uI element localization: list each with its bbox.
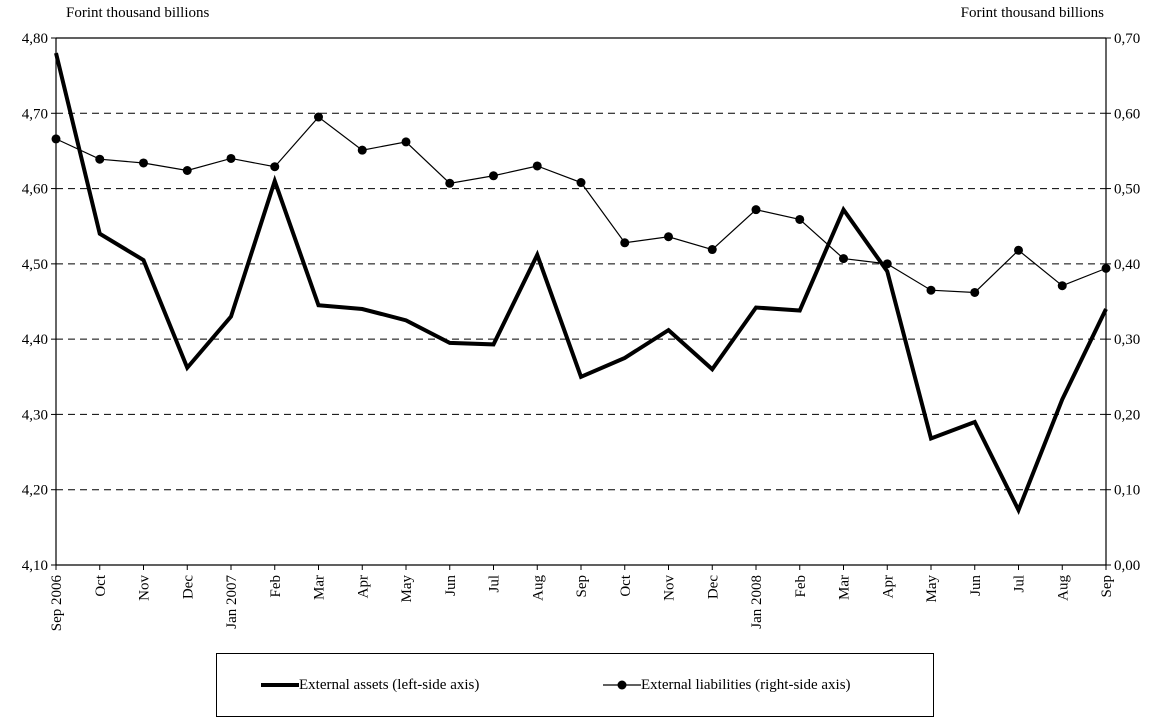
- series-line-external-liabilities: [55, 116, 1107, 294]
- data-point-external-liabilities: [751, 205, 761, 215]
- left-axis-tick-label: 4,80: [22, 31, 48, 47]
- data-point-external-liabilities: [1014, 245, 1023, 255]
- x-axis-tick-label: Mar: [837, 575, 853, 600]
- data-point-external-liabilities: [357, 145, 367, 155]
- legend-symbol-thick-line: [261, 683, 299, 687]
- x-axis-tick-label: Apr: [880, 575, 896, 598]
- left-axis-tick-label: 4,40: [22, 332, 48, 348]
- data-point-external-liabilities: [95, 154, 105, 164]
- data-point-external-liabilities: [314, 112, 323, 122]
- x-axis-tick-label: Mar: [312, 575, 328, 600]
- data-point-external-liabilities: [445, 178, 455, 188]
- x-axis-tick-label: Jul: [487, 575, 503, 593]
- x-axis-tick-label: Jun: [443, 575, 459, 596]
- x-axis-tick-label: Jul: [1012, 575, 1028, 593]
- data-point-external-liabilities: [839, 254, 848, 264]
- x-axis-tick-label: Feb: [793, 575, 809, 598]
- x-axis-tick-label: Apr: [355, 575, 371, 598]
- x-axis-tick-label: Dec: [705, 575, 721, 599]
- x-axis-tick-label: Aug: [1055, 575, 1071, 601]
- right-axis-unit: Forint thousand billions: [960, 5, 1104, 21]
- right-axis-tick-label: 0,00: [1114, 558, 1140, 574]
- data-point-external-liabilities: [882, 259, 892, 269]
- data-point-external-liabilities: [576, 178, 586, 188]
- data-point-external-liabilities: [620, 238, 630, 248]
- x-axis-tick-label: Dec: [180, 575, 196, 599]
- right-axis-tick-label: 0,30: [1114, 332, 1140, 348]
- legend-symbol-dot-line: [603, 680, 641, 690]
- x-axis-tick-label: Feb: [268, 575, 284, 598]
- x-axis-tick-label: Nov: [137, 575, 153, 601]
- data-point-external-liabilities: [1101, 263, 1111, 273]
- legend-label-external-assets: External assets (left-side axis): [299, 677, 480, 693]
- right-axis-tick-label: 0,60: [1114, 106, 1140, 122]
- x-axis-tick-label: May: [924, 575, 940, 603]
- right-axis-tick-label: 0,50: [1114, 182, 1140, 198]
- data-point-external-liabilities: [532, 161, 542, 171]
- line-chart: 4,10 4,20 4,30 4,40 4,50 4,60 4,70 4,80 0,00 0,10…: [22, 31, 1141, 632]
- data-point-external-liabilities: [664, 232, 673, 242]
- x-axis-tick-label: Oct: [618, 574, 634, 596]
- x-axis-tick-label: Sep: [1099, 575, 1115, 598]
- x-axis-tick-label: Aug: [530, 575, 546, 601]
- left-axis-tick-label: 4,60: [22, 182, 48, 198]
- data-point-external-liabilities: [926, 285, 936, 295]
- data-point-external-liabilities: [182, 166, 192, 176]
- x-axis-tick-label: Jan 2007: [224, 575, 240, 629]
- left-axis-tick-label: 4,20: [22, 483, 48, 499]
- data-point-external-liabilities: [795, 214, 805, 224]
- x-axis-tick-label: Oct: [93, 574, 109, 596]
- series-line-external-assets: [54, 52, 1108, 515]
- x-axis-tick-label: Jan 2008: [749, 575, 765, 629]
- legend: External assets (left-side axis) Externa…: [216, 653, 934, 717]
- data-point-external-liabilities: [51, 134, 61, 144]
- data-point-external-liabilities: [1057, 281, 1067, 291]
- data-point-external-liabilities: [139, 158, 148, 168]
- x-axis-tick-label: Nov: [662, 575, 678, 601]
- left-axis-tick-label: 4,70: [22, 106, 48, 122]
- x-axis-tick-label: Sep: [574, 575, 590, 598]
- x-axis-tick-label: Sep 2006: [49, 575, 65, 632]
- left-axis-unit: Forint thousand billions: [66, 5, 210, 21]
- x-axis-tick-label: Jun: [968, 575, 984, 596]
- left-axis-tick-label: 4,50: [22, 257, 48, 273]
- left-axis-tick-label: 4,30: [22, 407, 48, 423]
- left-axis-tick-label: 4,10: [22, 558, 48, 574]
- legend-label-external-liabilities: External liabilities (right-side axis): [641, 677, 851, 693]
- data-point-external-liabilities: [226, 153, 236, 163]
- data-point-external-liabilities: [707, 245, 717, 255]
- x-axis-tick-label: May: [399, 575, 415, 603]
- right-axis-tick-label: 0,70: [1114, 31, 1140, 47]
- data-point-external-liabilities: [489, 171, 498, 181]
- right-axis-tick-label: 0,40: [1114, 257, 1140, 273]
- data-point-external-liabilities: [270, 162, 280, 172]
- right-axis-tick-label: 0,10: [1114, 483, 1140, 499]
- data-point-external-liabilities: [970, 287, 980, 297]
- data-point-external-liabilities: [401, 137, 411, 147]
- right-axis-tick-label: 0,20: [1114, 407, 1140, 423]
